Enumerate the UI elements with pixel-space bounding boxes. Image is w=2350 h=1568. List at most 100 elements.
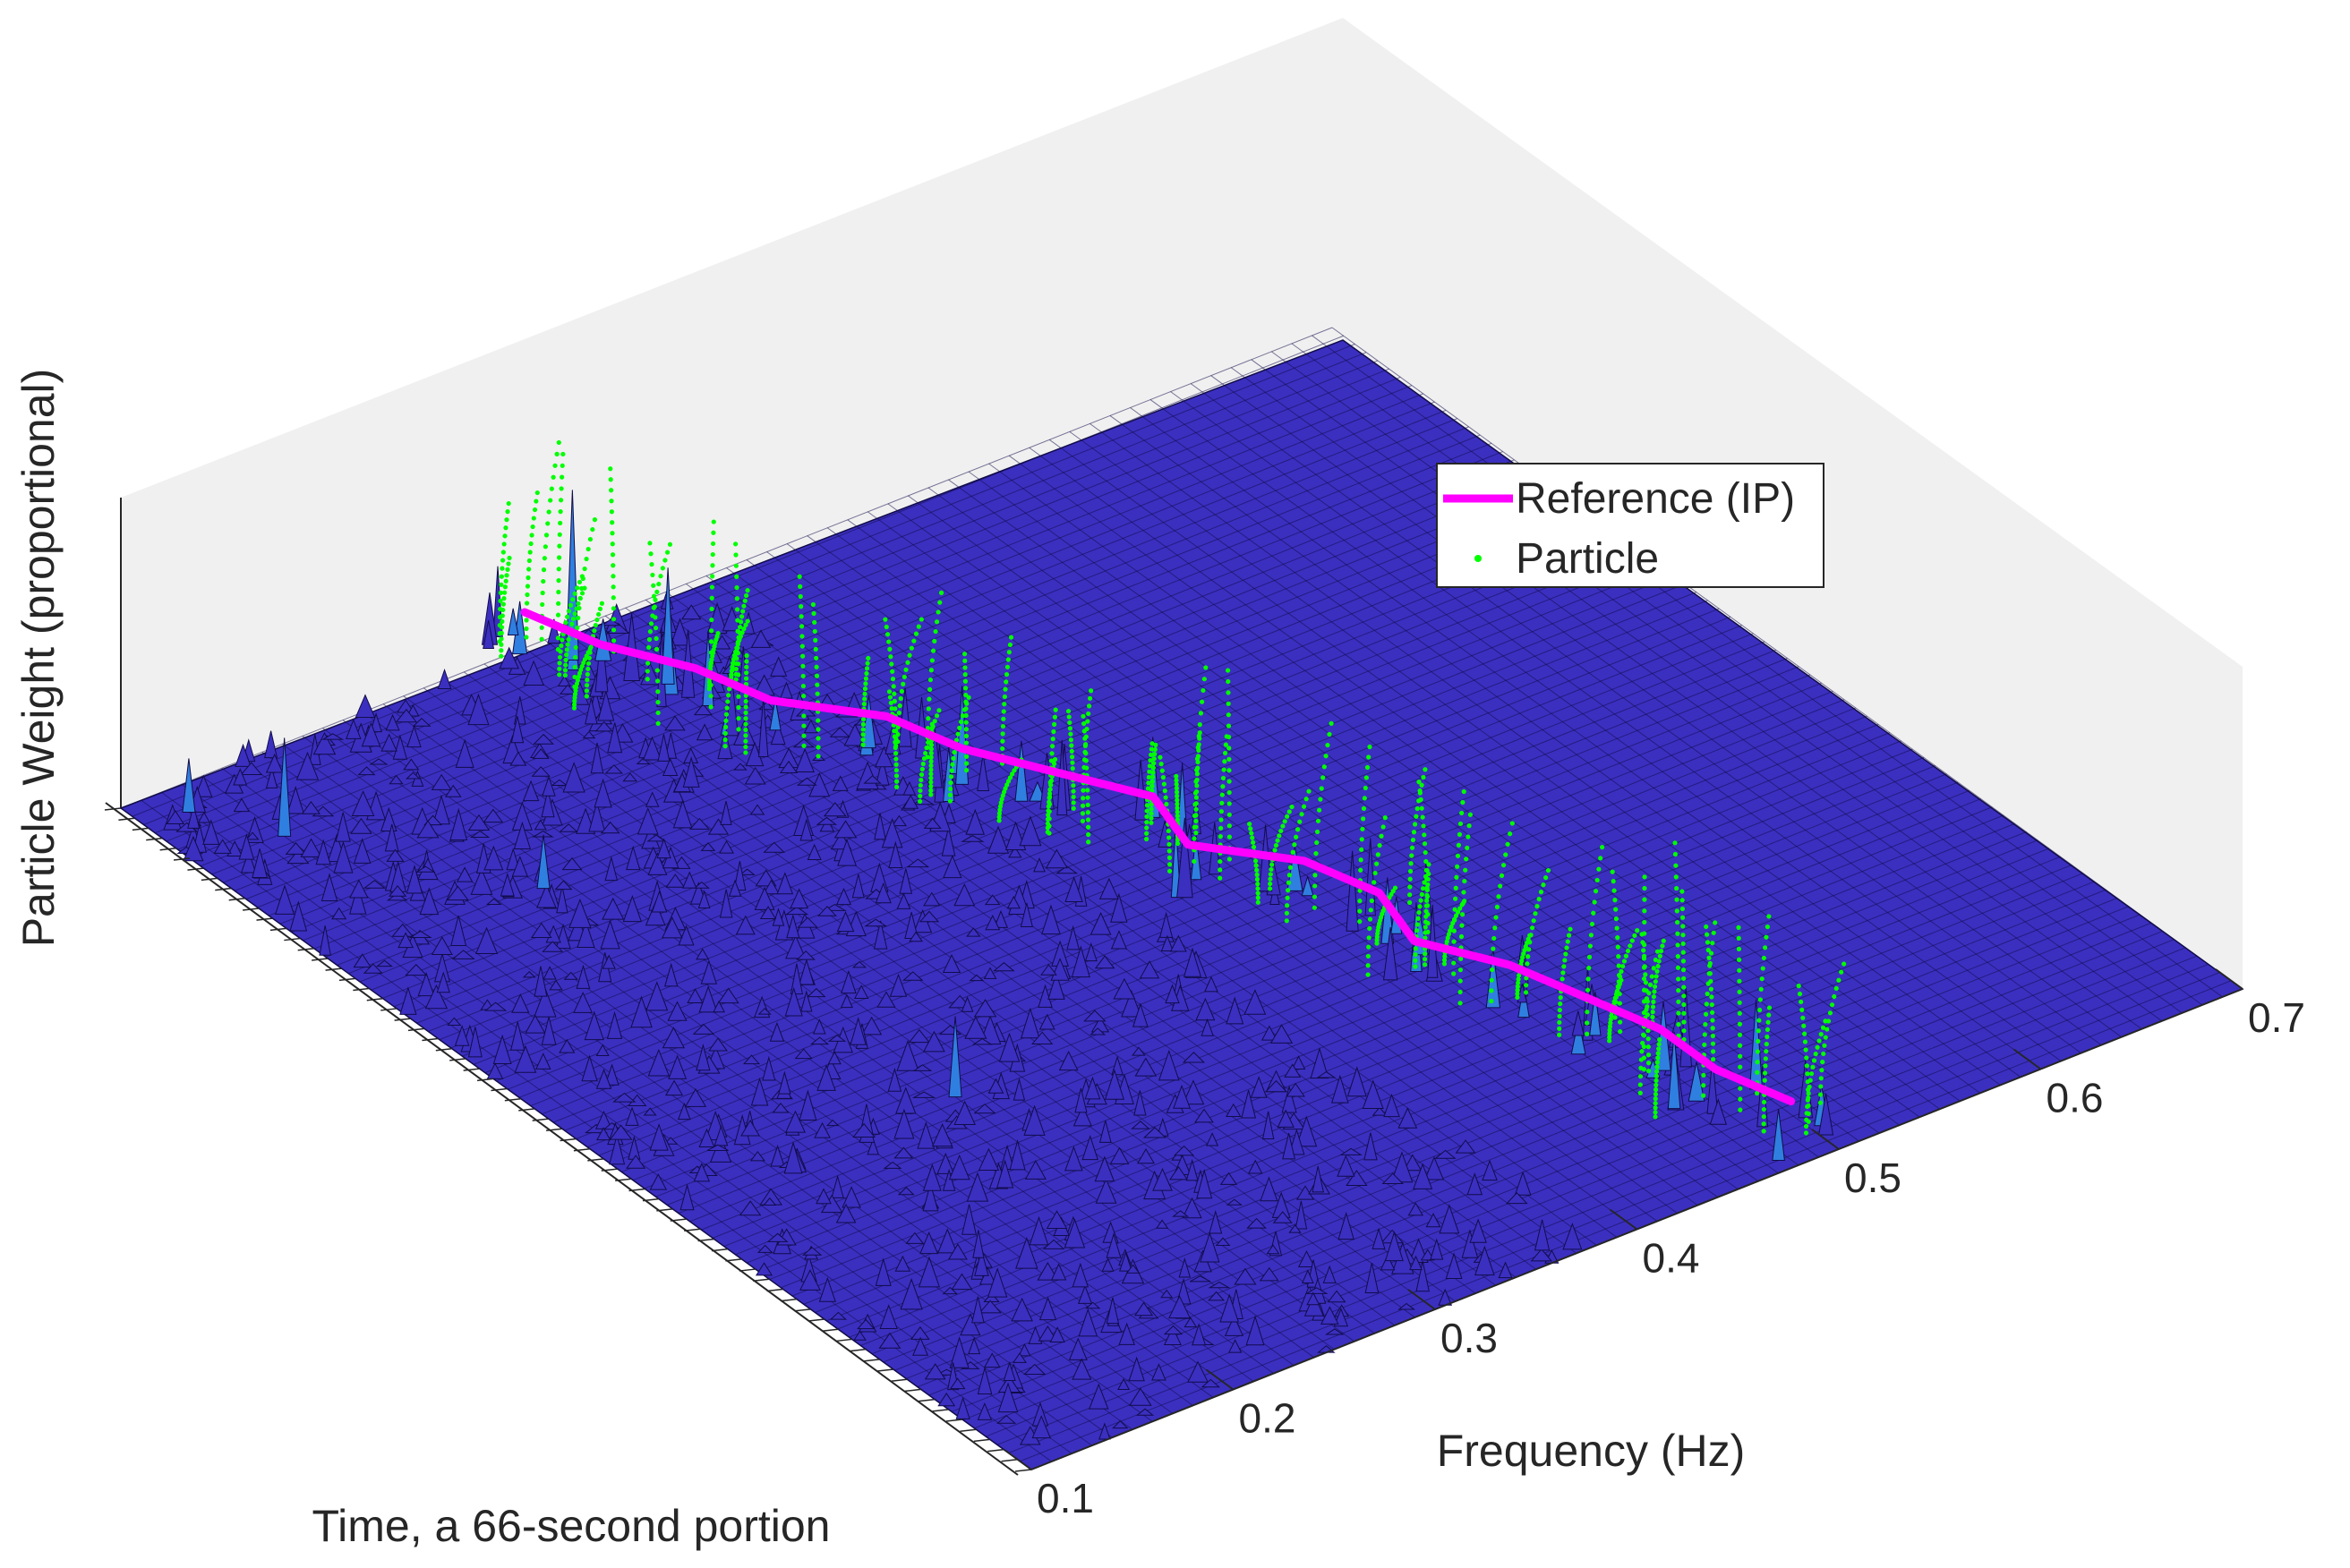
- particle-point: [1203, 665, 1209, 670]
- surface-peak: [1327, 1290, 1346, 1303]
- particle-point: [1765, 1027, 1771, 1032]
- surface-peak: [536, 883, 557, 908]
- time-tick: [987, 1448, 1004, 1453]
- particle-point: [739, 614, 745, 619]
- particle-point: [1613, 907, 1619, 912]
- time-tick: [407, 1027, 425, 1032]
- surface-peak: [492, 1034, 512, 1064]
- surface-peak: [1078, 1308, 1098, 1337]
- surface-peak: [456, 866, 474, 882]
- particle-point: [497, 623, 502, 628]
- particle-point: [1529, 925, 1535, 931]
- particle-point: [1218, 817, 1224, 822]
- particle-point: [577, 579, 583, 585]
- particle-point: [1641, 956, 1647, 961]
- surface-peak: [602, 897, 625, 920]
- surface-peak: [977, 1366, 993, 1395]
- particle-point: [587, 646, 593, 652]
- particle-point: [1761, 1106, 1766, 1112]
- particle-point: [801, 733, 807, 738]
- mesh-line: [177, 368, 1389, 850]
- surface-peak: [542, 775, 556, 797]
- surface-peak: [972, 1230, 985, 1258]
- particle-point: [1593, 889, 1599, 894]
- particle-point: [893, 767, 899, 773]
- particle-point: [722, 737, 728, 743]
- particle-point: [1653, 1087, 1659, 1093]
- particle-point: [998, 800, 1004, 805]
- surface-peak: [851, 960, 867, 968]
- particle-point: [1702, 1032, 1707, 1037]
- particle-point: [1614, 925, 1619, 931]
- particle-point: [1223, 742, 1228, 747]
- particle-point: [1643, 972, 1648, 977]
- particle-point: [1145, 786, 1151, 791]
- surface-peak: [899, 868, 913, 894]
- surface-peak: [568, 898, 592, 928]
- surface-peak: [833, 820, 858, 839]
- particle-point: [1149, 788, 1155, 794]
- particle-point: [1084, 765, 1090, 771]
- surface-peak: [841, 969, 857, 994]
- particle-point: [1413, 946, 1418, 951]
- particle-point: [860, 732, 866, 737]
- surface-peak: [278, 737, 292, 837]
- particle-point: [1654, 968, 1660, 974]
- particle-point: [1255, 899, 1260, 905]
- particle-point: [572, 674, 577, 680]
- particle-point: [1531, 918, 1536, 924]
- particle-point: [1424, 887, 1431, 892]
- particle-point: [1799, 999, 1804, 1005]
- surface-peak: [1015, 1237, 1038, 1269]
- particle-point: [560, 463, 565, 468]
- surface-peak: [1182, 1197, 1202, 1219]
- surface-peak: [681, 604, 702, 620]
- surface-peak: [754, 886, 775, 910]
- particle-point: [1465, 845, 1470, 851]
- surface-peak: [889, 973, 908, 997]
- time-tick: [504, 1097, 521, 1102]
- particle-point: [1645, 1061, 1652, 1066]
- particle-point: [557, 672, 562, 677]
- particle-point: [738, 625, 743, 630]
- surface-peak: [1482, 1159, 1498, 1181]
- surface-peak: [840, 993, 853, 1009]
- particle-point: [1252, 858, 1259, 864]
- particle-point: [1681, 1001, 1687, 1008]
- particle-point: [558, 498, 564, 503]
- surface-peak: [417, 971, 435, 997]
- mesh-line: [279, 442, 1492, 925]
- particle-point: [1423, 930, 1428, 935]
- particle-point: [1366, 944, 1372, 950]
- particle-point: [816, 736, 821, 741]
- surface-peak: [739, 868, 756, 875]
- particle-point: [584, 694, 589, 699]
- surface-peak: [784, 906, 809, 916]
- surface-peak: [563, 971, 578, 980]
- particle-point: [1645, 1044, 1651, 1050]
- surface-peak: [1134, 1057, 1158, 1077]
- particle-point: [1641, 1044, 1646, 1050]
- particle-point: [1071, 800, 1076, 805]
- particle-point: [1755, 1069, 1760, 1075]
- particle-point: [1004, 679, 1009, 685]
- legend-particle-swatch: [1474, 555, 1482, 562]
- particle-point: [1455, 909, 1461, 915]
- surface-peak: [902, 794, 919, 809]
- surface-peak: [719, 889, 733, 918]
- particle-point: [1519, 959, 1525, 964]
- surface-peak: [1390, 1151, 1414, 1183]
- particle-point: [862, 696, 867, 702]
- particle-point: [1761, 1114, 1766, 1120]
- reference-line: [520, 608, 1796, 1106]
- surface-peak: [750, 629, 772, 648]
- surface-peak: [790, 888, 809, 909]
- surface-peak: [559, 823, 578, 832]
- particle-point: [656, 581, 662, 587]
- particle-point: [1144, 825, 1149, 831]
- surface-peak: [319, 925, 331, 956]
- particle-point: [499, 653, 504, 659]
- particle-point: [1423, 925, 1428, 930]
- particle-point: [816, 718, 821, 723]
- particle-point: [892, 729, 897, 734]
